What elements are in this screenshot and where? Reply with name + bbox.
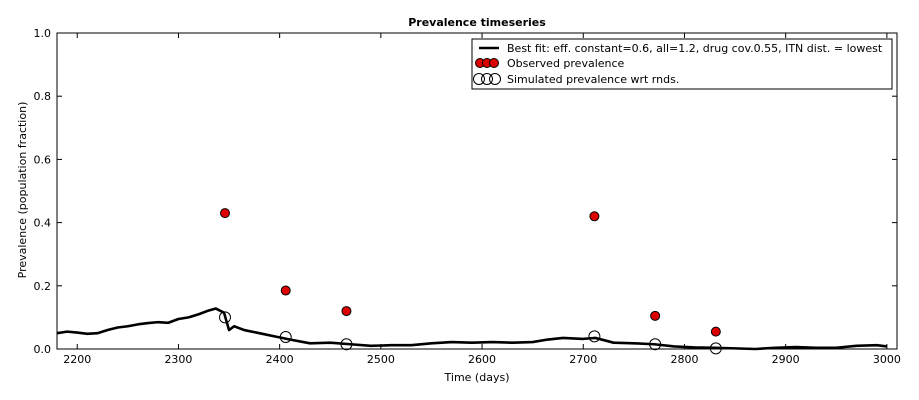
legend: Best fit: eff. constant=0.6, all=1.2, dr…: [471, 38, 893, 90]
y-axis-label: Prevalence (population fraction): [16, 102, 29, 279]
x-axis-label: Time (days): [444, 371, 510, 384]
y-tick-label: 0.8: [34, 90, 52, 103]
legend-simulated-swatch: [489, 73, 501, 85]
observed-point: [710, 326, 721, 337]
simulated-point: [219, 311, 231, 324]
plot-frame: [56, 32, 898, 350]
simulated-point: [340, 338, 353, 351]
observed-point: [650, 310, 661, 321]
chart-title: Prevalence timeseries: [408, 16, 546, 29]
simulated-point: [279, 330, 292, 343]
x-tick-label: 2600: [468, 353, 496, 366]
observed-point: [220, 208, 230, 219]
y-tick-label: 0.6: [34, 153, 52, 166]
x-tick-label: 2500: [367, 353, 395, 366]
legend-label: Simulated prevalence wrt rnds.: [507, 73, 679, 86]
x-tick-label: 2300: [164, 353, 192, 366]
y-tick-label: 0.4: [34, 217, 52, 230]
legend-label: Observed prevalence: [507, 57, 625, 70]
observed-point: [280, 285, 291, 296]
x-tick-label: 2400: [266, 353, 294, 366]
x-tick-label: 2900: [772, 353, 800, 366]
y-tick-label: 0.0: [34, 343, 52, 356]
x-tick-label: 2200: [63, 353, 91, 366]
legend-simulated-swatch: [473, 73, 485, 85]
legend-box: [471, 38, 893, 90]
simulated-point: [709, 342, 722, 355]
simulated-point: [649, 338, 662, 351]
x-tick-label: 2700: [569, 353, 597, 366]
y-tick-label: 1.0: [34, 27, 52, 40]
observed-point: [589, 211, 600, 222]
axes: 2200 2300 2400 2500 2600 2700 2800 2900 3000 0.0 0…: [34, 27, 901, 366]
x-tick-label: 2800: [670, 353, 698, 366]
simulated-point: [588, 330, 601, 343]
y-tick-label: 0.2: [34, 280, 52, 293]
observed-point: [341, 306, 352, 317]
x-tick-label: 3000: [873, 353, 901, 366]
series-line-best-fit: [56, 307, 888, 351]
legend-simulated-swatch: [481, 73, 493, 85]
legend-observed-swatch: [489, 58, 499, 68]
legend-label: Best fit: eff. constant=0.6, all=1.2, dr…: [507, 42, 883, 55]
